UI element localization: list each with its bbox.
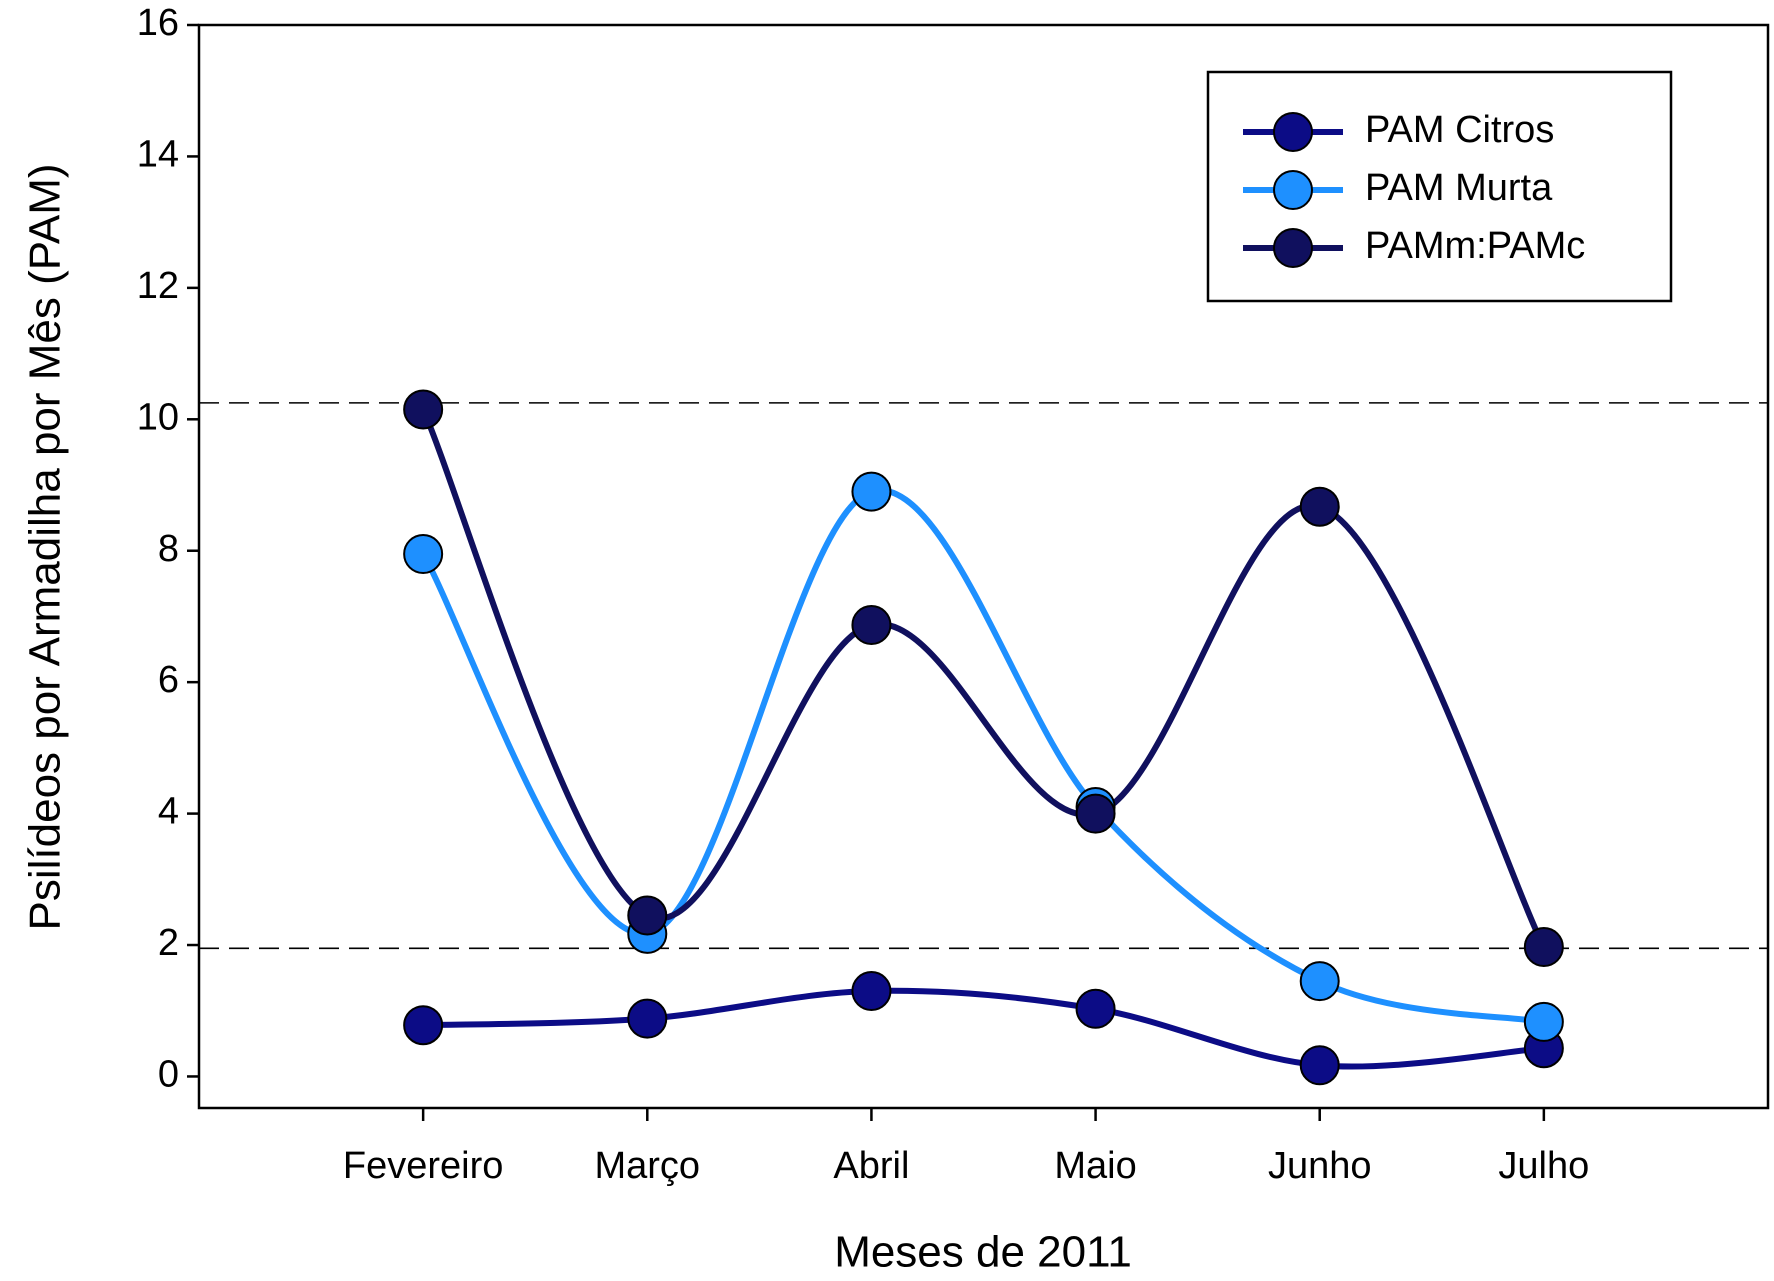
data-point bbox=[403, 1005, 444, 1046]
plot-frame bbox=[197, 23, 1770, 1110]
data-point bbox=[851, 471, 892, 512]
x-tick-label: Junho bbox=[1268, 1145, 1372, 1187]
data-point bbox=[1299, 961, 1340, 1002]
y-tick-label: 10 bbox=[137, 396, 179, 438]
x-axis-label: Meses de 2011 bbox=[834, 1228, 1132, 1277]
y-tick-label: 8 bbox=[158, 528, 179, 570]
x-tick-label: Julho bbox=[1498, 1145, 1589, 1187]
legend-label: PAMm:PAMc bbox=[1365, 225, 1585, 267]
x-tick-label: Fevereiro bbox=[343, 1145, 504, 1187]
legend-marker bbox=[1273, 112, 1313, 152]
data-point bbox=[1299, 1045, 1340, 1086]
legend-label: PAM Citros bbox=[1365, 109, 1554, 151]
data-point bbox=[1523, 926, 1564, 967]
data-point bbox=[1523, 1001, 1564, 1042]
data-point bbox=[1075, 988, 1116, 1029]
data-point bbox=[1299, 486, 1340, 527]
y-tick-label: 0 bbox=[158, 1053, 179, 1095]
series-line bbox=[420, 408, 1547, 949]
data-point bbox=[1075, 793, 1116, 834]
legend-label: PAM Murta bbox=[1365, 167, 1553, 209]
x-tick-label: Maio bbox=[1054, 1145, 1136, 1187]
y-tick-label: 4 bbox=[158, 791, 179, 833]
data-point bbox=[403, 534, 444, 575]
data-point bbox=[627, 998, 668, 1039]
legend-marker bbox=[1273, 170, 1313, 210]
y-tick-label: 6 bbox=[158, 659, 179, 701]
y-tick-label: 16 bbox=[137, 2, 179, 44]
x-tick-label: Abril bbox=[833, 1145, 909, 1187]
data-point bbox=[851, 971, 892, 1012]
data-point bbox=[403, 389, 444, 430]
data-point bbox=[627, 895, 668, 936]
legend-marker bbox=[1273, 228, 1313, 268]
data-point bbox=[851, 604, 892, 645]
y-tick-label: 12 bbox=[137, 265, 179, 307]
x-tick-label: Março bbox=[594, 1145, 700, 1187]
y-tick-label: 2 bbox=[158, 922, 179, 964]
y-tick-label: 14 bbox=[137, 133, 179, 175]
y-axis-label: Psilídeos por Armadilha por Mês (PAM) bbox=[21, 163, 70, 930]
